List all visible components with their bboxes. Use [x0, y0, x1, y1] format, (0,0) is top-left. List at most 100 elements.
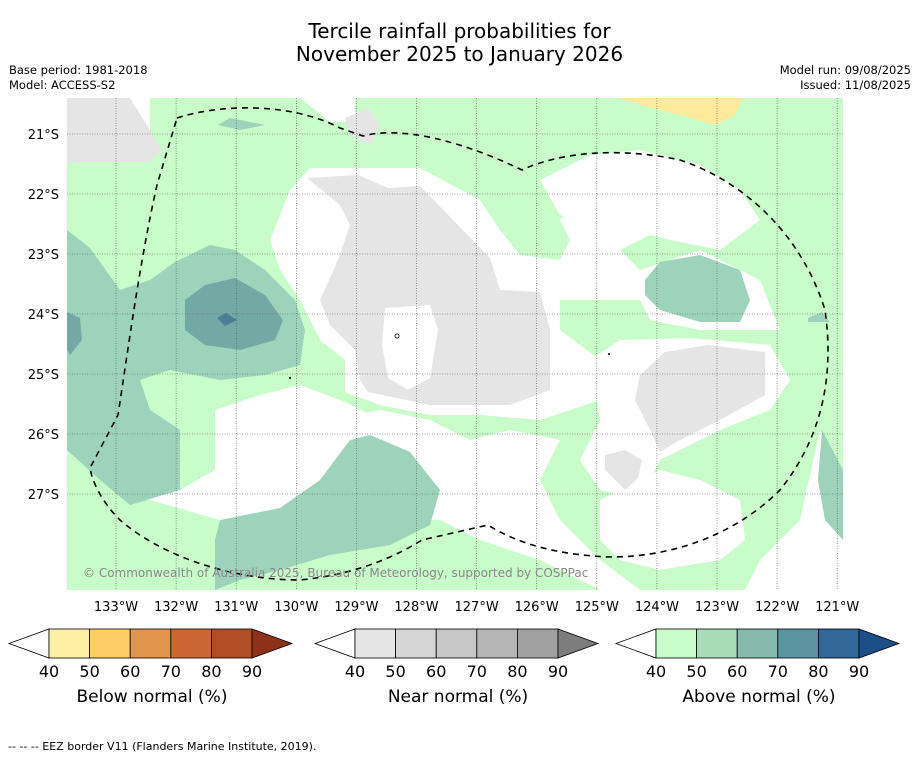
legend-extend-high [858, 628, 901, 659]
legend-tick: 80 [201, 662, 221, 681]
legend-title-near: Near normal (%) [387, 687, 529, 707]
legend-tick: 80 [507, 662, 527, 681]
legend-extend-high [557, 628, 600, 659]
legend-swatch [210, 628, 253, 659]
above-50-south [215, 435, 440, 590]
lon-label: 124°W [635, 600, 679, 615]
legend-tick: 40 [646, 662, 666, 681]
lon-label: 132°W [154, 600, 198, 615]
model-run: Model run: 09/08/2025 [779, 63, 911, 77]
legend-extend-high [251, 628, 294, 659]
lon-label: 126°W [515, 600, 559, 615]
legend-tick: 70 [768, 662, 788, 681]
map-speck [289, 377, 291, 379]
white-gap-ne [540, 150, 760, 250]
above-50-east-edge [808, 312, 830, 322]
above-50-east [645, 255, 750, 322]
legend-swatch [777, 628, 819, 659]
lon-label: 122°W [755, 600, 799, 615]
white-gap-se [600, 470, 745, 570]
title-line-1: Tercile rainfall probabilities for [308, 19, 611, 43]
colour-legends: 40 50 60 70 80 90 40 50 60 70 80 90 40 50 60 70 80 90 [7, 628, 901, 681]
above-60-west [185, 278, 283, 350]
legend-extend-low [313, 628, 356, 659]
legend-0: 40 50 60 70 80 90 [7, 628, 294, 681]
issued-date: Issued: 11/08/2025 [800, 78, 911, 92]
legend-tick: 40 [39, 662, 59, 681]
legend-1: 40 50 60 70 80 90 [313, 628, 600, 681]
legend-tick: 50 [686, 662, 706, 681]
map-speck [608, 353, 610, 355]
legend-tick: 40 [345, 662, 365, 681]
legend-extend-low [614, 628, 657, 659]
eez-border [89, 107, 829, 581]
near-40-east-small [605, 450, 642, 490]
legend-swatch [736, 628, 779, 659]
legend-tick: 70 [467, 662, 487, 681]
lon-label: 121°W [815, 600, 859, 615]
legend-swatch [517, 628, 559, 659]
lat-label: 22°S [28, 188, 59, 203]
legend-extend-low [7, 628, 50, 659]
graticule [67, 98, 843, 590]
base-period: Base period: 1981-2018 [9, 63, 148, 77]
base-info: Base period: 1981-2018 Model: ACCESS-S2 [9, 63, 148, 93]
legend-swatch [655, 628, 697, 659]
lat-label: 21°S [28, 128, 59, 143]
lon-label: 127°W [455, 600, 499, 615]
legend-tick: 60 [727, 662, 747, 681]
lat-label: 23°S [28, 248, 59, 263]
probability-layers: © Commonwealth of Australia 2025, Bureau… [67, 98, 843, 590]
map-title: Tercile rainfall probabilities for Novem… [0, 20, 919, 66]
legend-title-below: Below normal (%) [76, 687, 228, 707]
latitude-labels: 21°S 22°S 23°S 24°S 25°S 26°S 27°S [28, 128, 59, 503]
legend-swatch [476, 628, 518, 659]
map-speck [394, 333, 400, 339]
legend-swatch [696, 628, 738, 659]
legend-tick: 70 [161, 662, 181, 681]
white-gap-sw [215, 385, 380, 470]
lon-label: 133°W [94, 600, 138, 615]
above-50-north-sliver [218, 118, 265, 130]
legend-swatch [354, 628, 396, 659]
lon-label: 131°W [214, 600, 258, 615]
near-40-north-small [345, 108, 380, 145]
legend-tick: 60 [426, 662, 446, 681]
eez-footnote: -- -- -- EEZ border V11 (Flanders Marine… [8, 740, 317, 753]
legend-tick: 90 [548, 662, 568, 681]
copyright-notice: © Commonwealth of Australia 2025, Bureau… [83, 566, 588, 580]
lon-label: 130°W [274, 600, 318, 615]
legend-2: 40 50 60 70 80 90 [614, 628, 901, 681]
near-40-northwest [67, 98, 162, 162]
legend-swatch [48, 628, 90, 659]
lat-label: 24°S [28, 308, 59, 323]
lat-label: 25°S [28, 368, 59, 383]
above-60-west-edge [67, 312, 82, 355]
legend-tick: 80 [808, 662, 828, 681]
above-70-core [217, 313, 237, 326]
legend-tick: 50 [385, 662, 405, 681]
above-50-southeast [818, 430, 843, 540]
title-line-2: November 2025 to January 2026 [295, 42, 624, 66]
lat-label: 27°S [28, 488, 59, 503]
run-info: Model run: 09/08/2025 Issued: 11/08/2025 [780, 63, 911, 93]
legend-tick: 90 [849, 662, 869, 681]
legend-tick: 90 [242, 662, 262, 681]
lon-label: 129°W [334, 600, 378, 615]
legend-swatch [129, 628, 172, 659]
white-hole-central [382, 305, 438, 390]
lon-label: 123°W [695, 600, 739, 615]
legend-swatch [395, 628, 437, 659]
longitude-labels: 133°W 132°W 131°W 130°W 129°W 128°W 127°W 126°W… [94, 600, 860, 615]
near-40-east [635, 345, 765, 452]
model-name: Model: ACCESS-S2 [9, 78, 116, 92]
legend-title-above: Above normal (%) [682, 687, 836, 707]
lat-label: 26°S [28, 428, 59, 443]
below-40-region [618, 98, 743, 125]
legend-swatch [89, 628, 131, 659]
legend-swatch [818, 628, 860, 659]
lon-label: 125°W [575, 600, 619, 615]
legend-tick: 60 [120, 662, 140, 681]
legend-swatch [170, 628, 212, 659]
